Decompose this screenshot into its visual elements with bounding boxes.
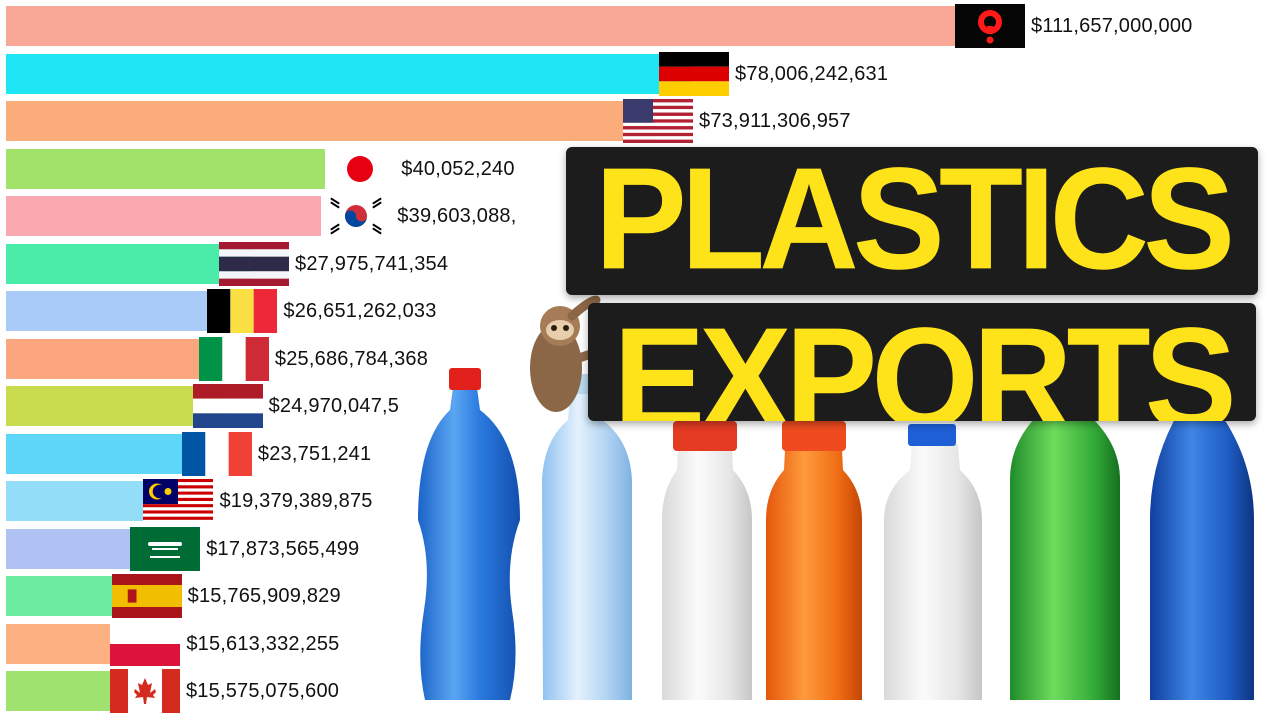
title-box-exports: EXPORTS <box>588 303 1256 421</box>
flag-nl-icon <box>192 384 263 428</box>
bar-unknown <box>6 6 988 46</box>
flag-my-icon <box>143 479 214 523</box>
value-label-unknown: $111,657,000,000 <box>1031 15 1193 37</box>
value-label-pl: $15,613,332,255 <box>186 632 340 655</box>
value-label-us: $73,911,306,957 <box>699 110 851 132</box>
value-label-es: $15,765,909,829 <box>187 585 341 607</box>
flag-de-icon <box>659 51 730 96</box>
value-label-sa: $17,873,565,499 <box>206 537 360 560</box>
bar-jp <box>6 148 359 189</box>
flag-es-icon <box>111 574 182 618</box>
value-label-nl: $24,970,047,5 <box>268 395 400 417</box>
flag-it-icon <box>198 336 269 381</box>
flag-sa-icon <box>130 526 201 571</box>
bar-de <box>6 53 693 94</box>
flag-kr-icon <box>321 194 392 238</box>
value-label-be: $26,651,262,033 <box>283 300 437 322</box>
flag-us-icon <box>623 99 694 143</box>
value-label-th: $27,975,741,354 <box>295 252 449 275</box>
flag-pl-icon <box>110 621 181 666</box>
value-label-fr: $23,751,241 <box>257 442 372 465</box>
bar-fr <box>6 433 215 474</box>
flag-be-icon <box>207 289 278 333</box>
flag-ca-icon <box>109 669 180 713</box>
flag-th-icon <box>219 241 290 286</box>
bar-it <box>6 338 232 379</box>
value-label-ca: $15,575,075,600 <box>185 680 340 702</box>
title-line-exports: EXPORTS <box>613 303 1236 421</box>
value-label-de: $78,006,242,631 <box>735 62 889 85</box>
bar-nl <box>6 386 226 426</box>
value-label-jp: $40,052,240 <box>401 157 515 180</box>
bar-th <box>6 243 253 284</box>
title-box-plastics: PLASTICS <box>566 147 1258 295</box>
bar-us <box>6 101 657 141</box>
value-label-my: $19,379,389,875 <box>219 490 373 512</box>
flag-fr-icon <box>181 431 252 476</box>
flag-jp-icon <box>325 146 396 191</box>
bar-kr <box>6 196 355 236</box>
value-label-it: $25,686,784,368 <box>274 347 429 370</box>
value-label-kr: $39,603,088, <box>397 205 517 227</box>
bar-be <box>6 291 241 331</box>
flag-unknown-icon <box>955 4 1025 48</box>
title-line-plastics: PLASTICS <box>594 147 1235 295</box>
